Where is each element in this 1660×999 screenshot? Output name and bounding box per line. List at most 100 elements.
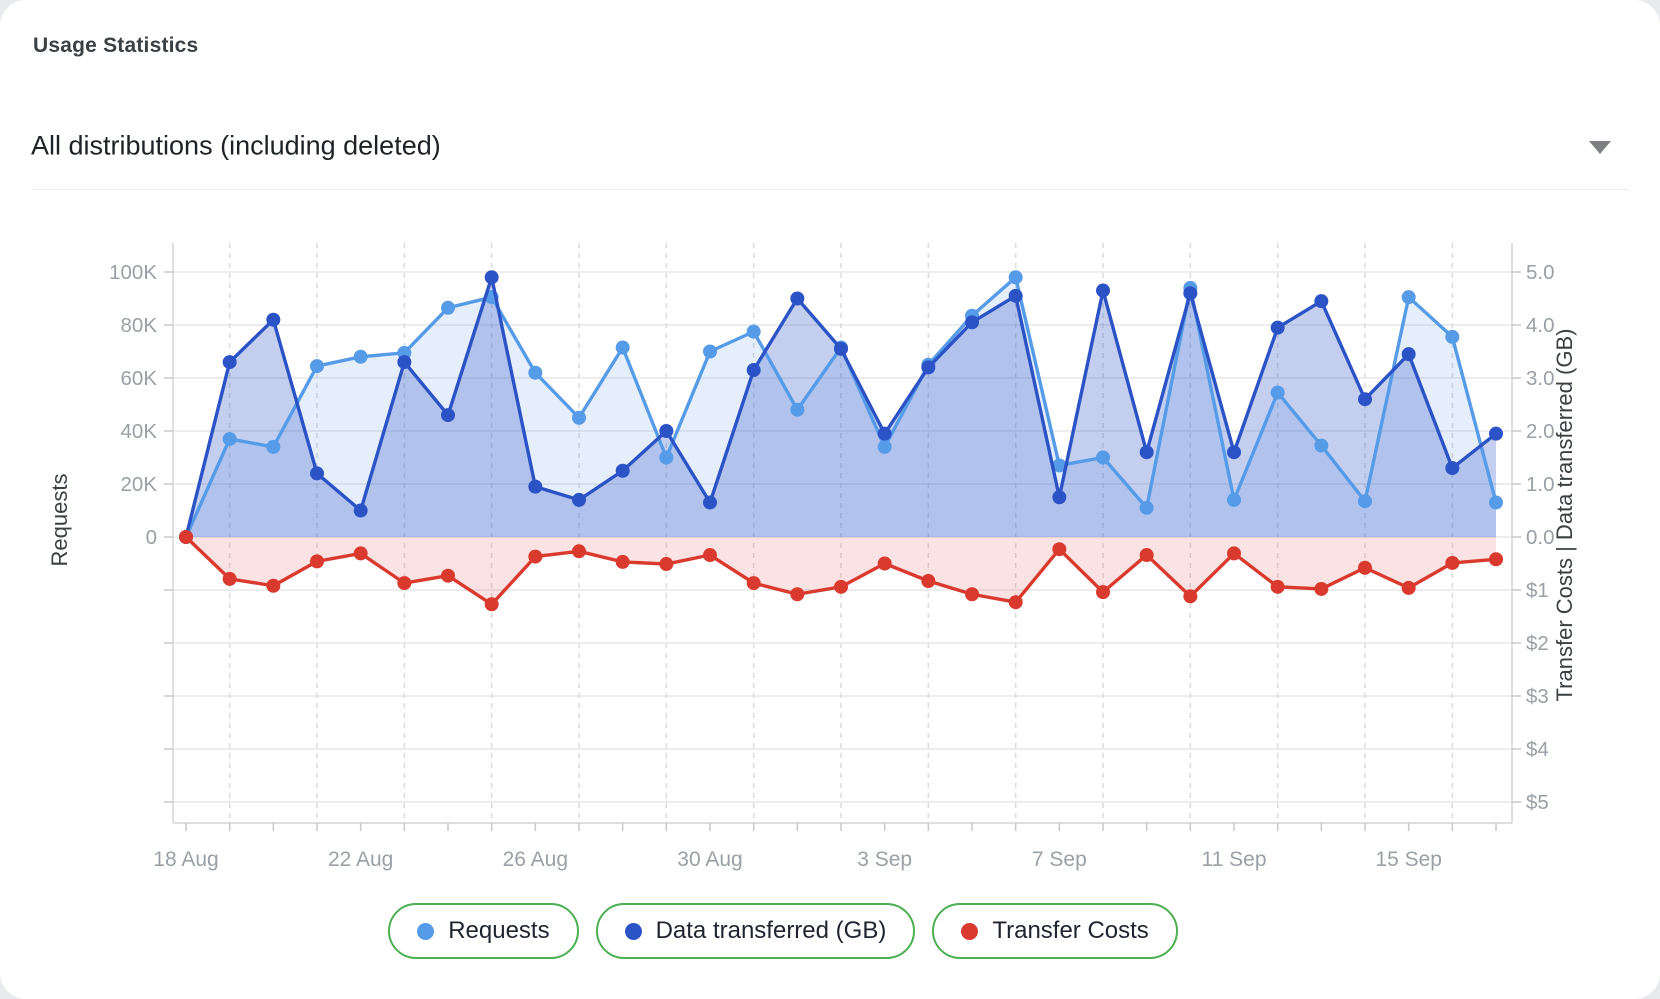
transfer-costs-point[interactable] (353, 546, 368, 561)
page-title: Usage Statistics (33, 34, 199, 57)
transfer-costs-point[interactable] (1445, 555, 1460, 570)
data-transferred-gb-point[interactable] (1139, 445, 1154, 460)
legend-data-transferred[interactable]: Data transferred (GB) (595, 903, 916, 959)
transfer-costs-point[interactable] (528, 549, 543, 564)
transfer-costs-point[interactable] (1401, 580, 1416, 595)
right-axis-tick-label: $2 (1526, 632, 1549, 655)
transfer-costs-point[interactable] (615, 554, 630, 569)
requests-point[interactable] (353, 349, 368, 364)
data-transferred-gb-point[interactable] (1270, 320, 1285, 335)
data-transferred-gb-point[interactable] (572, 492, 587, 507)
requests-point[interactable] (703, 344, 718, 359)
transfer-costs-point[interactable] (179, 530, 193, 544)
transfer-costs-point[interactable] (484, 597, 499, 612)
data-transferred-gb-point[interactable] (746, 363, 761, 378)
requests-point[interactable] (1401, 290, 1416, 305)
requests-point[interactable] (310, 359, 325, 374)
data-transferred-gb-point[interactable] (834, 341, 849, 356)
transfer-costs-point[interactable] (1052, 542, 1067, 557)
transfer-costs-point[interactable] (222, 571, 237, 586)
data-transferred-gb-point[interactable] (484, 270, 499, 285)
data-transferred-gb-area (186, 277, 1497, 537)
transfer-costs-point[interactable] (877, 556, 892, 571)
transfer-costs-point[interactable] (572, 544, 587, 559)
requests-point[interactable] (615, 340, 630, 355)
transfer-costs-point[interactable] (1096, 585, 1111, 600)
data-transferred-gb-point[interactable] (397, 355, 412, 370)
requests-point[interactable] (1270, 385, 1285, 400)
data-transferred-gb-point[interactable] (659, 424, 674, 438)
data-transferred-gb-point[interactable] (266, 312, 281, 327)
data-transferred-gb-point[interactable] (1489, 426, 1504, 441)
data-transferred-gb-point[interactable] (1314, 294, 1329, 309)
requests-point[interactable] (1358, 494, 1373, 509)
transfer-costs-point[interactable] (1314, 581, 1329, 596)
requests-point[interactable] (1445, 329, 1460, 344)
data-transferred-gb-point[interactable] (1096, 283, 1111, 298)
data-transferred-gb-point[interactable] (441, 408, 456, 423)
transfer-costs-point[interactable] (746, 576, 761, 591)
requests-point[interactable] (1139, 500, 1154, 515)
data-transferred-gb-point[interactable] (1008, 288, 1023, 303)
requests-point[interactable] (1052, 458, 1067, 473)
data-transferred-gb-point[interactable] (1227, 445, 1242, 460)
data-transferred-gb-point[interactable] (1445, 461, 1460, 476)
x-axis-tick-label: 11 Sep (1202, 848, 1267, 871)
transfer-costs-point[interactable] (834, 579, 849, 594)
requests-point[interactable] (441, 300, 456, 315)
transfer-costs-point[interactable] (659, 557, 674, 572)
data-transferred-gb-point[interactable] (1183, 286, 1198, 301)
transfer-costs-point[interactable] (1227, 546, 1242, 561)
requests-point[interactable] (746, 324, 761, 339)
transfer-costs-point[interactable] (921, 573, 936, 588)
data-transferred-gb-point[interactable] (1358, 392, 1373, 407)
requests-point[interactable] (659, 450, 674, 465)
data-transferred-gb-point[interactable] (877, 426, 892, 441)
requests-point[interactable] (528, 365, 543, 380)
data-transferred-gb-point[interactable] (790, 291, 805, 306)
transfer-costs-point[interactable] (1183, 589, 1198, 604)
transfer-costs-point[interactable] (1358, 560, 1373, 575)
data-transferred-gb-point[interactable] (1401, 347, 1416, 362)
requests-point[interactable] (790, 402, 805, 417)
requests-point[interactable] (572, 410, 587, 425)
transfer-costs-point[interactable] (790, 587, 805, 602)
requests-dot-icon (417, 922, 435, 940)
data-transferred-gb-point[interactable] (528, 479, 543, 494)
requests-point[interactable] (222, 431, 237, 446)
transfer-costs-point[interactable] (1139, 548, 1154, 563)
distribution-dropdown[interactable]: All distributions (including deleted) (31, 116, 1629, 176)
data-transferred-gb-point[interactable] (1052, 490, 1067, 505)
data-transferred-gb-point[interactable] (353, 503, 368, 518)
data-transferred-gb-point[interactable] (222, 355, 237, 370)
left-axis-tick-label: 0 (146, 526, 157, 549)
requests-point[interactable] (1008, 270, 1023, 285)
transfer-costs-point[interactable] (1270, 579, 1285, 594)
transfer-costs-point[interactable] (266, 578, 281, 593)
left-axis-tick-label: 20K (121, 473, 158, 496)
data-transferred-gb-point[interactable] (965, 315, 980, 330)
right-axis-tick-label: $1 (1526, 579, 1549, 602)
transfer-costs-point[interactable] (1489, 552, 1504, 567)
data-transferred-gb-point[interactable] (615, 463, 630, 478)
data-transferred-gb-point[interactable] (310, 466, 325, 481)
transfer-costs-point[interactable] (1008, 595, 1023, 610)
legend-transfer-costs[interactable]: Transfer Costs (932, 903, 1178, 959)
transfer-costs-point[interactable] (703, 548, 718, 563)
legend-requests[interactable]: Requests (388, 903, 579, 959)
requests-point[interactable] (1314, 438, 1329, 453)
requests-point[interactable] (1489, 495, 1504, 510)
requests-point[interactable] (266, 439, 281, 454)
requests-point[interactable] (1227, 492, 1242, 507)
data-transferred-gb-point[interactable] (703, 495, 718, 510)
transfer-costs-point[interactable] (965, 587, 980, 602)
right-axis-tick-label: 5.0 (1526, 261, 1555, 284)
requests-point[interactable] (1096, 450, 1111, 465)
transfer-costs-point[interactable] (397, 576, 412, 591)
requests-point[interactable] (877, 439, 892, 454)
data-transferred-gb-point[interactable] (921, 360, 936, 375)
transfer-costs-point[interactable] (310, 554, 325, 569)
transfer-costs-point[interactable] (441, 568, 456, 583)
